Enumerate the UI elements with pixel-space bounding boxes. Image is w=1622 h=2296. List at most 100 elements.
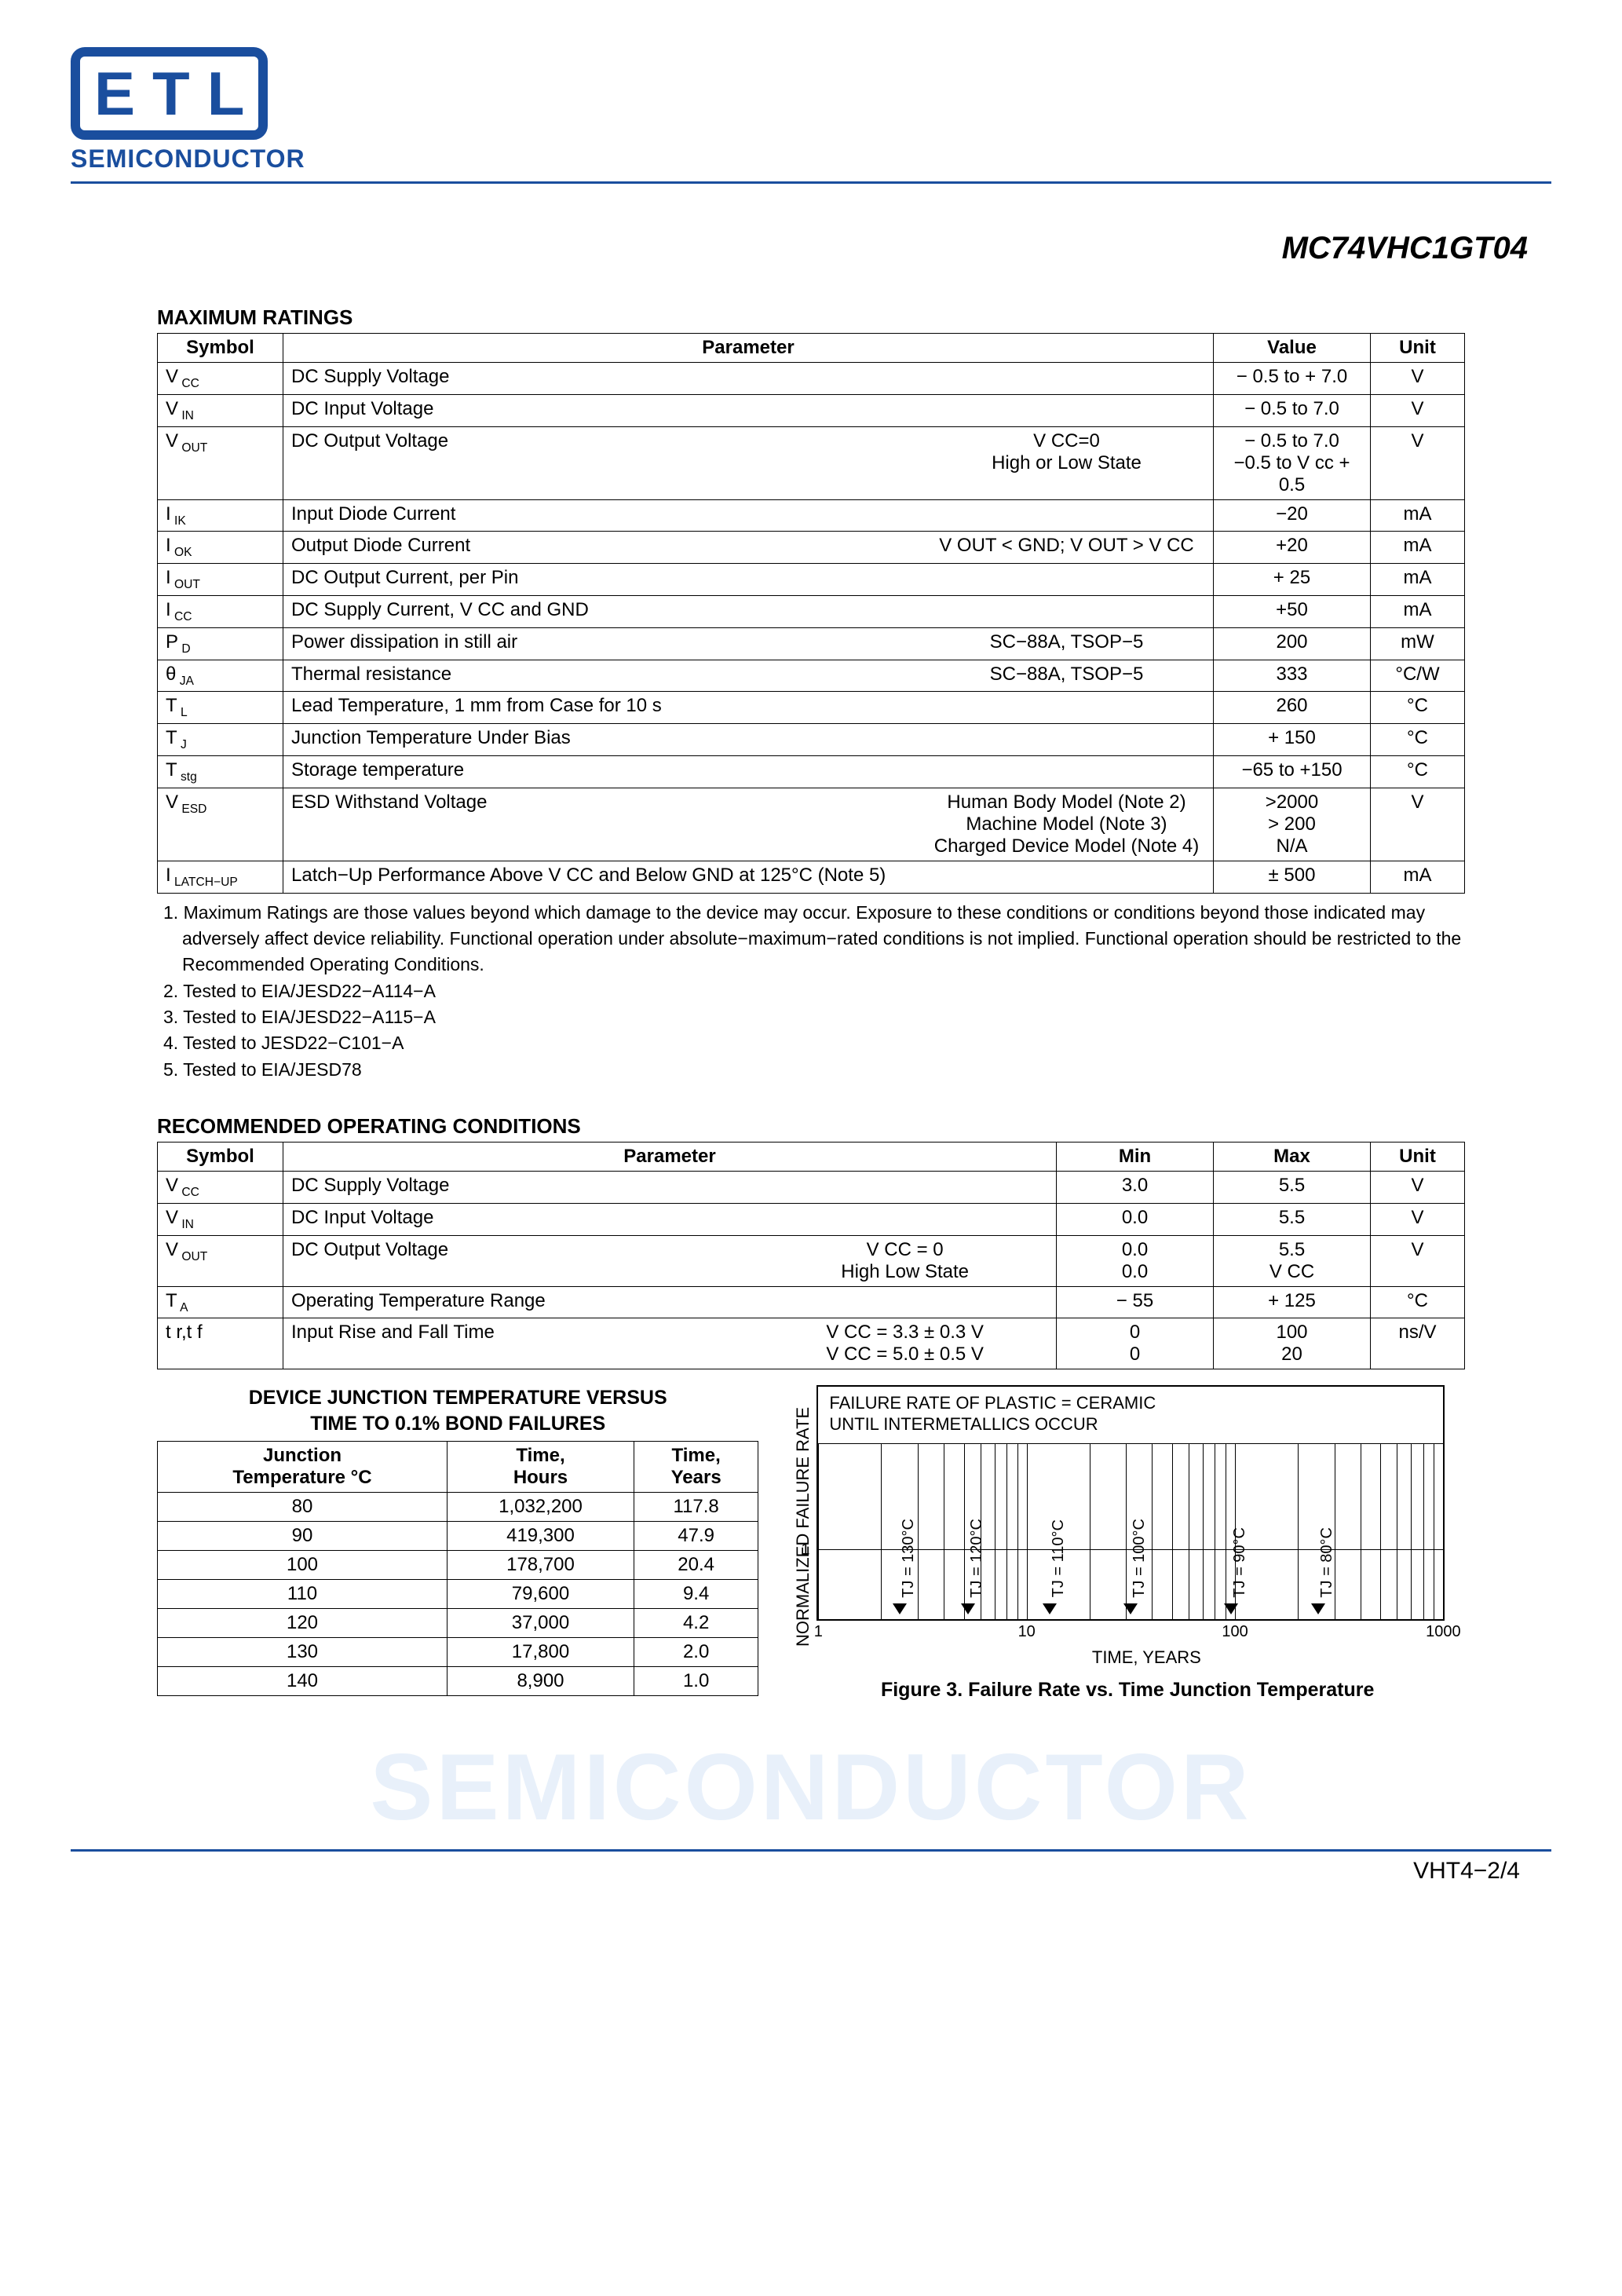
cell-param: DC Supply Voltage (283, 363, 920, 395)
chart-tj-label: TJ = 100°C (1131, 1519, 1149, 1598)
cell-val: + 150 (1214, 724, 1371, 756)
cell-param: DC Output Voltage (283, 1235, 754, 1286)
chart-tj-label: TJ = 130°C (900, 1519, 918, 1598)
cell-cond (754, 1286, 1056, 1318)
cell-unit: mA (1371, 564, 1465, 596)
table-row: I IKInput Diode Current−20mA (158, 499, 1465, 532)
hdr-parameter: Parameter (283, 334, 1214, 363)
cell-val: ± 500 (1214, 861, 1371, 893)
cell: 130 (158, 1638, 448, 1667)
rec-op-title: RECOMMENDED OPERATING CONDITIONS (157, 1114, 1465, 1139)
jt-hdr-1: Time,Hours (448, 1442, 634, 1493)
cell-unit: °C (1371, 755, 1465, 788)
cell-param: Output Diode Current (283, 532, 920, 564)
cell-symbol: T L (158, 692, 283, 724)
cell: 8,900 (448, 1667, 634, 1696)
cell: 17,800 (448, 1638, 634, 1667)
cell-unit: mA (1371, 861, 1465, 893)
chart-grid (1027, 1443, 1028, 1619)
note-line: 5. Tested to EIA/JESD78 (163, 1057, 1465, 1083)
chart-grid-minor (1423, 1443, 1424, 1619)
cell-cond (920, 564, 1214, 596)
cell-unit: °C (1371, 724, 1465, 756)
cell-min: 0.00.0 (1057, 1235, 1214, 1286)
cell-symbol: θ JA (158, 660, 283, 692)
cell-unit: °C (1371, 692, 1465, 724)
max-ratings-notes: 1. Maximum Ratings are those values beyo… (163, 900, 1465, 1083)
chart-tj-label: TJ = 90°C (1231, 1527, 1249, 1598)
cell-param: Operating Temperature Range (283, 1286, 754, 1318)
cell-symbol: T stg (158, 755, 283, 788)
chart-tj-label: TJ = 110°C (1050, 1519, 1068, 1597)
cell-param: Latch−Up Performance Above V CC and Belo… (283, 861, 920, 893)
table-row: 100178,70020.4 (158, 1551, 758, 1580)
watermark: SEMICONDUCTOR (71, 1733, 1551, 1841)
table-row: V INDC Input Voltage− 0.5 to 7.0V (158, 394, 1465, 426)
chart-note: FAILURE RATE OF PLASTIC = CERAMIC UNTIL … (829, 1393, 1156, 1435)
chart-plot-area: FAILURE RATE OF PLASTIC = CERAMIC UNTIL … (816, 1385, 1445, 1621)
chart-grid-minor (964, 1443, 965, 1619)
cell-cond (920, 755, 1214, 788)
chart-grid-minor (1172, 1443, 1173, 1619)
hdr-unit: Unit (1371, 334, 1465, 363)
cell-symbol: V OUT (158, 1235, 283, 1286)
chart-ytick: 1 (801, 1541, 809, 1559)
cell-val: >2000> 200N/A (1214, 788, 1371, 861)
cell-unit: mA (1371, 595, 1465, 627)
cell: 47.9 (634, 1522, 758, 1551)
table-row: 12037,0004.2 (158, 1609, 758, 1638)
cell-max: 5.5 (1214, 1171, 1371, 1203)
table-row: 801,032,200117.8 (158, 1493, 758, 1522)
cell-max: + 125 (1214, 1286, 1371, 1318)
jt-hdr-0: JunctionTemperature °C (158, 1442, 448, 1493)
cell-val: −65 to +150 (1214, 755, 1371, 788)
chart-note-2: UNTIL INTERMETALLICS OCCUR (829, 1414, 1098, 1434)
table-row: I LATCH−UPLatch−Up Performance Above V C… (158, 861, 1465, 893)
cell-symbol: V CC (158, 1171, 283, 1203)
cell-symbol: t r,t f (158, 1318, 283, 1369)
cell-cond (754, 1171, 1056, 1203)
chart-note-1: FAILURE RATE OF PLASTIC = CERAMIC (829, 1393, 1156, 1413)
chart-grid (818, 1443, 819, 1619)
cell: 20.4 (634, 1551, 758, 1580)
cell: 120 (158, 1609, 448, 1638)
cell-unit: ns/V (1371, 1318, 1465, 1369)
table-row: V CCDC Supply Voltage3.05.5V (158, 1171, 1465, 1203)
table-row: V CCDC Supply Voltage− 0.5 to + 7.0V (158, 363, 1465, 395)
cell: 1.0 (634, 1667, 758, 1696)
cell-param: DC Input Voltage (283, 1203, 754, 1235)
cell-symbol: P D (158, 627, 283, 660)
chart-grid-minor (918, 1443, 919, 1619)
cell-param: Power dissipation in still air (283, 627, 920, 660)
note-line: 2. Tested to EIA/JESD22−A114−A (163, 978, 1465, 1004)
chart-ylabel: NORMALIZED FAILURE RATE (790, 1385, 816, 1668)
page-number: VHT4−2/4 (71, 1858, 1551, 1885)
cell-min: 0.0 (1057, 1203, 1214, 1235)
chart-grid-minor (1203, 1443, 1204, 1619)
chart-xtick: 1000 (1426, 1623, 1461, 1641)
footer-rule (71, 1849, 1551, 1852)
chart-xlabel: TIME, YEARS (848, 1647, 1445, 1668)
cell-cond (920, 595, 1214, 627)
cell-cond (920, 692, 1214, 724)
cell-cond: V OUT < GND; V OUT > V CC (920, 532, 1214, 564)
chart-grid-minor (1126, 1443, 1127, 1619)
cell-cond: Human Body Model (Note 2)Machine Model (… (920, 788, 1214, 861)
cell: 117.8 (634, 1493, 758, 1522)
cell-unit: °C/W (1371, 660, 1465, 692)
note-line: 4. Tested to JESD22−C101−A (163, 1030, 1465, 1056)
cell: 37,000 (448, 1609, 634, 1638)
chart-grid-minor (881, 1443, 882, 1619)
part-number: MC74VHC1GT04 (71, 231, 1528, 266)
cell-val: +20 (1214, 532, 1371, 564)
cell-param: DC Input Voltage (283, 394, 920, 426)
cell-cond (920, 394, 1214, 426)
cell-param: Input Rise and Fall Time (283, 1318, 754, 1369)
cell-symbol: I CC (158, 595, 283, 627)
cell-symbol: V CC (158, 363, 283, 395)
table-row: V INDC Input Voltage0.05.5V (158, 1203, 1465, 1235)
cell-max: 5.5 (1214, 1203, 1371, 1235)
cell-cond: V CC = 3.3 ± 0.3 VV CC = 5.0 ± 0.5 V (754, 1318, 1056, 1369)
table-row: I CCDC Supply Current, V CC and GND+50mA (158, 595, 1465, 627)
triangle-marker-icon (1043, 1603, 1057, 1614)
